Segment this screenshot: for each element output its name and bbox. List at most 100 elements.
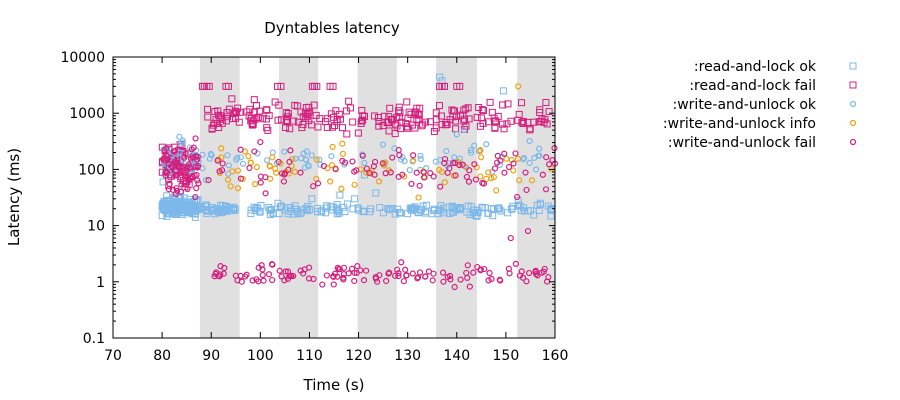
data-point — [485, 169, 492, 176]
data-point — [235, 118, 243, 126]
data-point — [310, 183, 317, 190]
data-point — [541, 116, 549, 124]
data-point — [258, 262, 265, 269]
data-point — [284, 268, 292, 275]
data-point — [247, 115, 255, 123]
data-point — [284, 204, 292, 212]
data-point — [219, 160, 226, 167]
data-point — [331, 270, 339, 277]
data-point — [507, 234, 514, 242]
data-point — [526, 125, 534, 133]
data-point — [493, 187, 500, 194]
data-point — [419, 202, 427, 210]
data-point — [301, 266, 308, 273]
data-point — [415, 115, 423, 123]
data-point — [403, 98, 411, 106]
data-point — [351, 277, 358, 285]
data-point — [247, 206, 255, 214]
data-point — [395, 272, 402, 280]
data-point — [291, 168, 298, 175]
data-point — [238, 278, 245, 285]
data-point — [385, 127, 393, 135]
data-point — [312, 111, 320, 119]
data-point — [173, 185, 180, 192]
data-point — [446, 272, 454, 280]
data-point — [426, 118, 434, 126]
data-point — [456, 82, 464, 90]
data-point — [489, 212, 497, 220]
data-point — [314, 123, 322, 131]
legend-marker — [849, 81, 857, 89]
data-point — [504, 100, 512, 108]
data-point — [430, 206, 438, 214]
data-point — [542, 186, 550, 193]
y-tick-label: 1000 — [69, 106, 105, 122]
data-point — [375, 117, 383, 125]
data-point — [504, 209, 512, 217]
data-point — [269, 154, 276, 161]
data-point — [276, 267, 283, 274]
data-point — [304, 207, 312, 215]
data-point — [340, 274, 347, 281]
data-point — [456, 155, 463, 162]
data-point — [501, 150, 508, 157]
data-point — [485, 277, 492, 284]
data-point — [499, 101, 507, 109]
data-point — [229, 168, 236, 175]
data-point — [237, 175, 245, 182]
data-point — [317, 161, 324, 168]
data-point — [459, 161, 466, 168]
data-point — [470, 269, 477, 276]
data-point — [386, 269, 393, 276]
data-point — [396, 152, 403, 159]
legend-label: :write-and-unlock ok — [673, 97, 817, 113]
data-point — [202, 201, 210, 209]
data-point — [461, 115, 469, 123]
data-point — [321, 118, 329, 126]
data-point — [239, 160, 247, 167]
data-point — [366, 169, 373, 176]
series-2 — [158, 82, 553, 191]
data-point — [519, 117, 527, 125]
data-point — [269, 149, 276, 156]
data-point — [294, 210, 302, 218]
data-point — [384, 119, 392, 127]
data-point — [483, 175, 490, 183]
data-point — [547, 212, 555, 220]
data-point — [207, 150, 214, 158]
data-point — [190, 144, 197, 151]
data-point — [478, 106, 486, 114]
data-point — [395, 270, 402, 277]
data-point — [471, 142, 478, 149]
data-point — [443, 121, 451, 129]
data-points — [158, 73, 559, 291]
data-point — [213, 269, 220, 276]
data-point — [346, 104, 354, 112]
data-point — [170, 193, 178, 201]
data-point — [359, 207, 367, 215]
data-point — [518, 99, 526, 107]
data-point — [183, 203, 191, 211]
data-point — [199, 151, 206, 158]
legend-marker — [849, 119, 857, 127]
data-point — [327, 178, 334, 185]
data-point — [497, 277, 504, 284]
data-point — [477, 114, 485, 122]
data-point — [184, 176, 192, 183]
data-point — [429, 277, 436, 284]
data-point — [536, 152, 543, 159]
data-point — [443, 147, 450, 155]
data-point — [413, 116, 421, 124]
data-point — [161, 147, 168, 154]
data-point — [260, 277, 267, 284]
data-point — [284, 110, 292, 118]
data-point — [526, 207, 534, 215]
data-point — [516, 177, 523, 184]
shaded-interval — [436, 57, 477, 338]
data-point — [232, 272, 239, 279]
data-point — [517, 206, 525, 214]
data-point — [282, 123, 290, 131]
data-point — [194, 164, 201, 171]
data-point — [339, 150, 347, 157]
data-point — [380, 112, 388, 120]
